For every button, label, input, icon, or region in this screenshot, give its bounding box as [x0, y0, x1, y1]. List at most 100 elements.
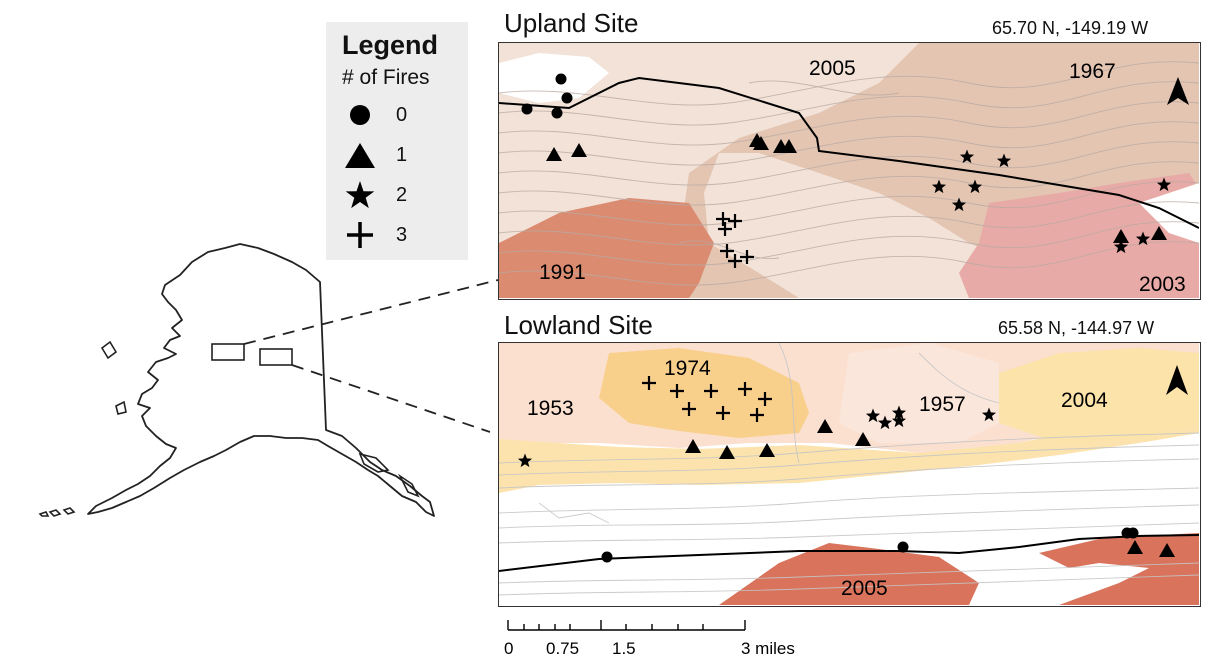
legend-subtitle: # of Fires — [342, 66, 430, 89]
star-marker — [1156, 177, 1172, 192]
fire-year-label: 1957 — [919, 393, 966, 416]
alaska-island — [397, 473, 420, 498]
plus-marker — [740, 250, 754, 264]
fire-year-label: 1953 — [527, 397, 574, 420]
alaska-island — [115, 400, 127, 415]
star-marker — [517, 453, 533, 468]
star-marker — [1135, 231, 1151, 246]
upland-site-coords: 65.70 N, -149.19 W — [992, 18, 1149, 38]
legend-item-circle: 0 — [344, 98, 454, 134]
lowland-fire-points — [517, 376, 1175, 563]
triangle-marker — [817, 419, 833, 433]
star-marker — [959, 149, 975, 164]
legend-item-triangle: 1 — [344, 138, 454, 174]
fire-year-label: 2005 — [809, 57, 856, 80]
fire-year-label: 2004 — [1061, 389, 1108, 412]
legend-title: Legend — [342, 30, 439, 60]
upland-fire-points — [521, 73, 1172, 268]
star-marker — [865, 408, 881, 423]
legend-item-label: 2 — [396, 184, 408, 206]
fire-year-label: 1991 — [539, 261, 586, 284]
plus-marker — [716, 406, 730, 420]
star-marker — [951, 197, 967, 212]
plus-marker — [728, 214, 742, 228]
scale-tick-label: 0 — [504, 639, 513, 658]
triangle-marker — [546, 147, 562, 161]
contour-lines — [499, 343, 1199, 596]
fire-perimeter-2004-east — [999, 348, 1199, 443]
fire-perimeter-2004 — [499, 383, 1199, 493]
alaska-outline — [87, 243, 435, 517]
triangle-icon — [345, 143, 375, 168]
star-marker — [1113, 239, 1129, 254]
legend-item-star: 2 — [344, 178, 454, 214]
plus-marker — [728, 254, 742, 268]
fire-year-label: 1967 — [1069, 60, 1116, 83]
star-marker — [967, 179, 983, 194]
circle-marker — [897, 541, 909, 553]
north-arrow-icon — [1166, 365, 1188, 395]
north-arrow-icon — [1167, 77, 1189, 105]
star-marker — [891, 405, 907, 420]
triangle-marker — [571, 143, 587, 157]
circle-marker — [601, 551, 613, 563]
fire-year-label: 1974 — [664, 357, 711, 380]
scale-bar: 0 0.75 1.5 3 miles — [504, 620, 795, 658]
circle-marker — [555, 73, 567, 85]
triangle-marker — [1113, 229, 1129, 243]
legend-item-label: 0 — [396, 104, 408, 126]
plus-marker — [718, 222, 732, 236]
road-line — [499, 534, 1199, 572]
alaska-overview-map — [38, 243, 499, 517]
plus-marker — [670, 384, 684, 398]
triangle-marker — [855, 432, 871, 446]
plus-marker — [704, 384, 718, 398]
star-marker — [996, 153, 1012, 168]
scale-tick-label: 0.75 — [546, 639, 579, 658]
scale-tick-label: 3 miles — [741, 639, 795, 658]
fire-year-label: 2005 — [841, 577, 888, 600]
triangle-marker — [1127, 540, 1143, 554]
legend-item-label: 1 — [396, 144, 408, 166]
fire-perimeter-2005-east — [1039, 533, 1199, 605]
lowland-site-title: Lowland Site — [504, 310, 653, 340]
star-icon — [345, 181, 375, 209]
unburned-patch — [499, 53, 609, 103]
upland-leader-line — [243, 279, 499, 345]
lowland-leader-line — [291, 364, 491, 433]
circle-marker — [561, 92, 573, 104]
alaska-island — [38, 507, 76, 517]
plus-marker — [682, 402, 696, 416]
star-marker — [877, 415, 893, 430]
alaska-island — [100, 340, 118, 360]
triangle-marker — [719, 445, 735, 459]
triangle-marker — [685, 439, 701, 453]
legend: Legend # of Fires 0 1 2 3 — [326, 22, 468, 260]
triangle-marker — [1159, 543, 1175, 557]
legend-item-label: 3 — [396, 224, 408, 246]
circle-marker — [521, 103, 533, 115]
circle-marker — [551, 107, 563, 119]
fire-year-label: 2003 — [1139, 273, 1186, 296]
plus-marker — [738, 382, 752, 396]
star-marker — [891, 413, 907, 428]
upland-site-map: 2005 1967 1991 2003 — [498, 42, 1201, 300]
lowland-site-locator — [259, 348, 293, 366]
triangle-marker — [781, 139, 797, 153]
triangle-marker — [759, 443, 775, 457]
triangle-marker — [1151, 226, 1167, 240]
upland-site-title: Upland Site — [504, 8, 639, 38]
contour-lines — [499, 61, 1199, 286]
circle-icon — [350, 105, 370, 125]
road-line — [499, 76, 1199, 229]
star-marker — [931, 179, 947, 194]
plus-marker — [750, 408, 764, 422]
plus-marker — [758, 392, 772, 406]
alaska-island — [358, 452, 390, 473]
scale-tick-label: 1.5 — [612, 639, 636, 658]
circle-marker — [1127, 527, 1139, 539]
star-marker — [981, 407, 997, 422]
plus-icon — [347, 222, 373, 248]
legend-item-plus: 3 — [344, 218, 454, 254]
fire-perimeter-1957 — [839, 343, 999, 443]
